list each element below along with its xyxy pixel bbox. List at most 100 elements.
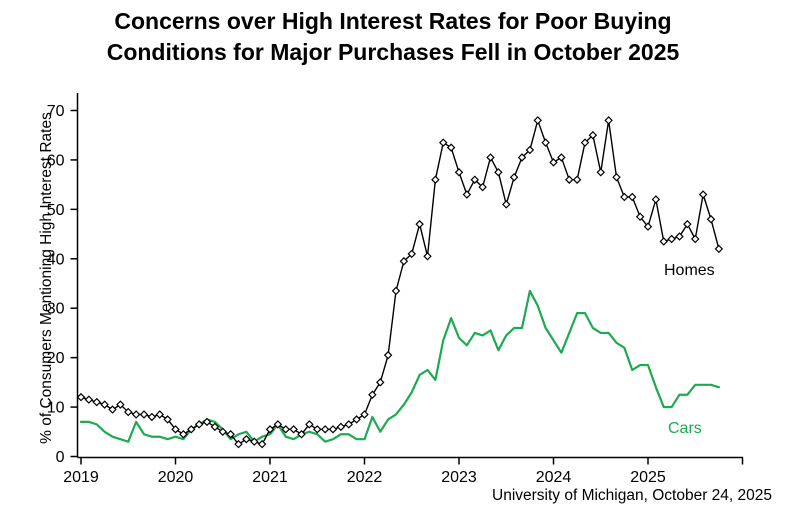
data-point-marker [360, 410, 369, 419]
data-point-marker [179, 430, 188, 439]
data-point-marker [147, 412, 157, 422]
data-point-marker [234, 439, 243, 449]
series-cars [79, 289, 720, 443]
data-point-marker [525, 145, 535, 155]
data-point-marker [620, 192, 629, 202]
y-tick-label: 60 [47, 152, 65, 169]
data-point-marker [281, 425, 290, 434]
data-point-marker [706, 214, 716, 224]
data-point-marker [368, 390, 377, 399]
data-point-marker [226, 430, 235, 439]
data-point-marker [486, 153, 495, 162]
data-point-marker [643, 222, 653, 231]
data-point-marker [565, 175, 574, 184]
x-tick-label: 2025 [630, 469, 666, 486]
data-point-marker [305, 420, 314, 429]
data-point-marker [549, 158, 558, 167]
data-point-marker [502, 200, 511, 209]
data-point-marker [313, 425, 322, 434]
y-tick-label: 0 [56, 449, 65, 466]
data-point-marker [415, 219, 424, 229]
data-point-marker [92, 397, 101, 407]
y-tick-label: 50 [47, 202, 65, 219]
data-point-marker [328, 425, 338, 434]
data-point-marker [336, 422, 346, 432]
data-point-marker [383, 350, 393, 360]
data-point-marker [533, 116, 542, 125]
data-point-marker [155, 410, 164, 419]
data-point-marker [289, 425, 298, 434]
y-tick-label: 30 [47, 301, 65, 318]
data-point-marker [635, 212, 645, 222]
data-point-marker [651, 195, 661, 204]
series-line-cars [79, 289, 720, 443]
series-homes [76, 116, 724, 449]
x-tick-label: 2019 [63, 469, 99, 486]
data-point-marker [683, 219, 692, 229]
data-point-marker [478, 182, 487, 192]
data-point-marker [698, 190, 708, 199]
y-tick-label: 70 [47, 103, 65, 120]
data-point-marker [242, 434, 251, 444]
data-point-marker [423, 252, 432, 261]
data-point-marker [210, 422, 220, 432]
data-point-marker [163, 415, 172, 424]
data-point-marker [454, 168, 464, 177]
data-point-marker [84, 395, 94, 404]
data-point-marker [439, 138, 448, 147]
y-tick-label: 40 [47, 251, 65, 268]
data-point-marker [297, 430, 306, 439]
y-tick-label: 20 [47, 350, 65, 367]
data-point-marker [124, 407, 133, 417]
data-point-marker [391, 286, 401, 296]
y-tick-label: 10 [47, 400, 65, 417]
data-point-marker [116, 400, 125, 409]
x-tick-label: 2023 [441, 469, 477, 486]
chart-title-line1: Concerns over High Interest Rates for Po… [114, 8, 672, 34]
data-point-marker [714, 244, 724, 254]
data-point-marker [108, 405, 117, 414]
data-point-marker [588, 130, 598, 140]
data-point-marker [352, 415, 361, 424]
series-label-homes: Homes [664, 262, 715, 279]
data-point-marker [187, 425, 196, 434]
data-point-marker [659, 237, 668, 246]
data-point-marker [76, 392, 86, 402]
x-tick-label: 2021 [252, 469, 288, 486]
series-label-cars: Cars [668, 420, 702, 437]
data-point-marker [265, 425, 275, 434]
data-point-marker [612, 172, 621, 182]
data-point-marker [399, 257, 409, 266]
axes: 0 10 20 30 40 50 60 70 2019 2020 2021 2022 2023 2024 2… [47, 93, 744, 486]
data-point-marker [320, 425, 330, 434]
data-point-marker [580, 138, 590, 147]
data-point-marker [446, 143, 456, 152]
chart-title: Concerns over High Interest Rates for Po… [0, 6, 786, 68]
data-point-marker [194, 420, 204, 429]
data-point-marker [250, 437, 259, 446]
data-point-marker [494, 168, 503, 177]
data-point-marker [509, 172, 519, 182]
x-tick-label: 2024 [536, 469, 572, 486]
data-point-marker [667, 234, 676, 244]
x-tick-label: 2022 [347, 469, 383, 486]
data-point-marker [257, 439, 267, 449]
data-point-marker [344, 420, 353, 429]
data-point-marker [517, 153, 527, 162]
data-point-marker [139, 410, 149, 419]
data-point-marker [407, 249, 416, 259]
data-point-marker [628, 192, 637, 202]
data-point-marker [541, 138, 550, 147]
data-point-marker [675, 232, 684, 241]
data-point-marker [131, 410, 141, 419]
data-point-marker [470, 175, 479, 184]
chart-title-line2: Conditions for Major Purchases Fell in O… [106, 39, 680, 65]
data-point-marker [218, 427, 227, 437]
data-point-marker [691, 234, 700, 244]
data-point-marker [171, 425, 180, 434]
data-point-marker [596, 168, 605, 177]
x-tick-label: 2020 [158, 469, 194, 486]
data-point-marker [273, 420, 283, 429]
data-point-marker [557, 153, 566, 162]
